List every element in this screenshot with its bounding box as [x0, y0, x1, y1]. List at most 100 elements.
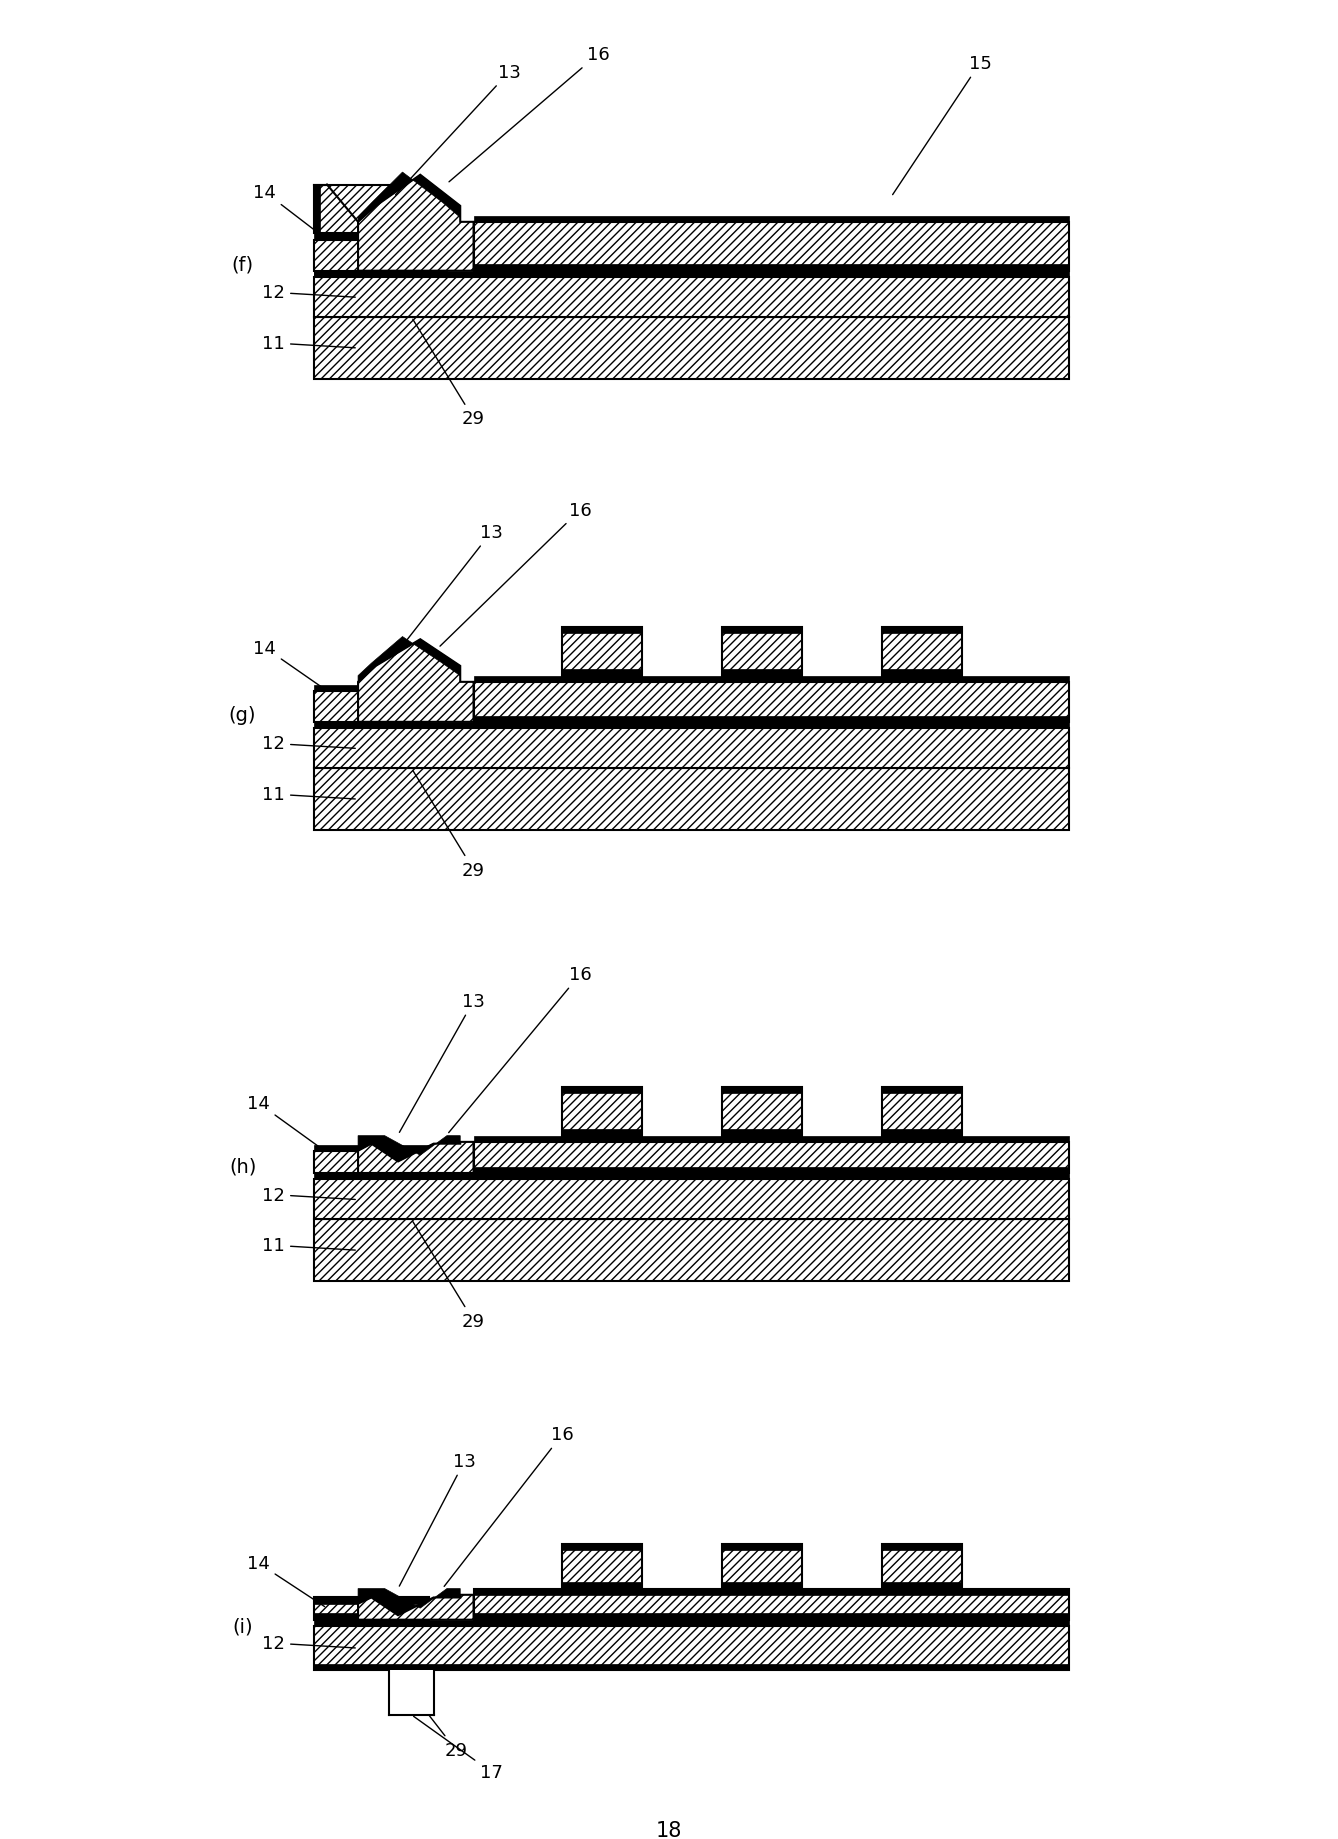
Text: 11: 11 [262, 335, 356, 353]
FancyBboxPatch shape [313, 1598, 429, 1620]
Text: 11: 11 [262, 785, 356, 804]
Text: 14: 14 [253, 184, 325, 239]
FancyBboxPatch shape [313, 278, 1069, 318]
FancyBboxPatch shape [313, 1626, 1069, 1670]
FancyBboxPatch shape [723, 669, 803, 677]
FancyBboxPatch shape [474, 1137, 1069, 1142]
FancyBboxPatch shape [882, 1087, 962, 1094]
FancyBboxPatch shape [882, 1583, 962, 1589]
FancyBboxPatch shape [882, 1545, 962, 1550]
FancyBboxPatch shape [882, 627, 962, 634]
FancyBboxPatch shape [474, 715, 1069, 723]
Text: 15: 15 [892, 55, 991, 195]
FancyBboxPatch shape [313, 234, 429, 241]
FancyBboxPatch shape [313, 1664, 1069, 1670]
Text: 13: 13 [395, 524, 503, 655]
Text: 12: 12 [262, 1186, 356, 1205]
Text: 13: 13 [396, 64, 520, 195]
Text: 14: 14 [248, 1554, 325, 1607]
FancyBboxPatch shape [313, 272, 1069, 278]
FancyBboxPatch shape [474, 265, 1069, 272]
FancyBboxPatch shape [474, 223, 1069, 272]
FancyBboxPatch shape [882, 1129, 962, 1137]
FancyBboxPatch shape [313, 723, 1069, 728]
Text: 29: 29 [413, 1221, 486, 1330]
FancyBboxPatch shape [313, 1598, 429, 1604]
Text: 16: 16 [440, 502, 591, 647]
Text: 16: 16 [450, 46, 609, 182]
FancyBboxPatch shape [562, 1087, 642, 1137]
FancyBboxPatch shape [562, 669, 642, 677]
Text: (h): (h) [229, 1157, 257, 1175]
Text: 29: 29 [413, 320, 486, 428]
FancyBboxPatch shape [474, 1589, 1069, 1594]
FancyBboxPatch shape [313, 686, 429, 691]
Polygon shape [359, 177, 474, 272]
FancyBboxPatch shape [562, 1545, 642, 1589]
FancyBboxPatch shape [313, 1179, 1069, 1219]
Text: 13: 13 [399, 1453, 476, 1587]
FancyBboxPatch shape [882, 1545, 962, 1589]
FancyBboxPatch shape [723, 1545, 803, 1550]
FancyBboxPatch shape [723, 1129, 803, 1137]
FancyBboxPatch shape [474, 1613, 1069, 1620]
FancyBboxPatch shape [313, 272, 447, 278]
FancyBboxPatch shape [474, 1168, 1069, 1173]
Text: 17: 17 [413, 1716, 503, 1780]
FancyBboxPatch shape [313, 691, 429, 723]
FancyBboxPatch shape [882, 669, 962, 677]
FancyBboxPatch shape [562, 1583, 642, 1589]
FancyBboxPatch shape [313, 241, 429, 272]
Text: 12: 12 [262, 736, 356, 754]
Text: (f): (f) [231, 256, 254, 274]
Polygon shape [359, 1137, 460, 1162]
FancyBboxPatch shape [474, 217, 1069, 223]
FancyBboxPatch shape [723, 1583, 803, 1589]
Polygon shape [359, 640, 474, 723]
Text: 29: 29 [413, 1696, 467, 1758]
Text: (g): (g) [229, 706, 257, 725]
Polygon shape [359, 1594, 474, 1620]
FancyBboxPatch shape [723, 627, 803, 634]
Text: 14: 14 [248, 1094, 325, 1151]
FancyBboxPatch shape [562, 1087, 642, 1094]
FancyBboxPatch shape [313, 186, 320, 234]
Polygon shape [359, 1142, 474, 1173]
FancyBboxPatch shape [474, 1589, 1069, 1620]
FancyBboxPatch shape [882, 1087, 962, 1137]
FancyBboxPatch shape [313, 1620, 1069, 1626]
FancyBboxPatch shape [562, 1545, 642, 1550]
FancyBboxPatch shape [313, 318, 1069, 381]
FancyBboxPatch shape [313, 1613, 429, 1620]
Text: 29: 29 [413, 771, 486, 879]
Text: (i): (i) [233, 1616, 253, 1635]
FancyBboxPatch shape [313, 1173, 1069, 1179]
FancyBboxPatch shape [562, 1129, 642, 1137]
FancyBboxPatch shape [723, 1545, 803, 1589]
FancyBboxPatch shape [723, 627, 803, 677]
FancyBboxPatch shape [474, 1142, 1069, 1173]
Text: 12: 12 [262, 1635, 356, 1651]
Text: 16: 16 [448, 965, 591, 1133]
FancyBboxPatch shape [723, 1087, 803, 1137]
Polygon shape [359, 636, 460, 682]
Text: 16: 16 [444, 1425, 574, 1587]
Polygon shape [359, 1589, 460, 1615]
FancyBboxPatch shape [723, 1087, 803, 1094]
Text: 14: 14 [253, 640, 325, 690]
FancyBboxPatch shape [389, 1670, 434, 1714]
FancyBboxPatch shape [562, 627, 642, 634]
FancyBboxPatch shape [474, 677, 1069, 682]
FancyBboxPatch shape [313, 1219, 1069, 1282]
FancyBboxPatch shape [313, 769, 1069, 831]
FancyBboxPatch shape [313, 186, 416, 234]
Polygon shape [359, 173, 460, 223]
Text: 18: 18 [656, 1821, 682, 1839]
Text: 13: 13 [400, 993, 484, 1133]
Text: 11: 11 [262, 1236, 356, 1254]
FancyBboxPatch shape [313, 1151, 429, 1173]
FancyBboxPatch shape [882, 627, 962, 677]
FancyBboxPatch shape [313, 1146, 429, 1151]
FancyBboxPatch shape [313, 728, 1069, 769]
Text: 12: 12 [262, 285, 356, 302]
